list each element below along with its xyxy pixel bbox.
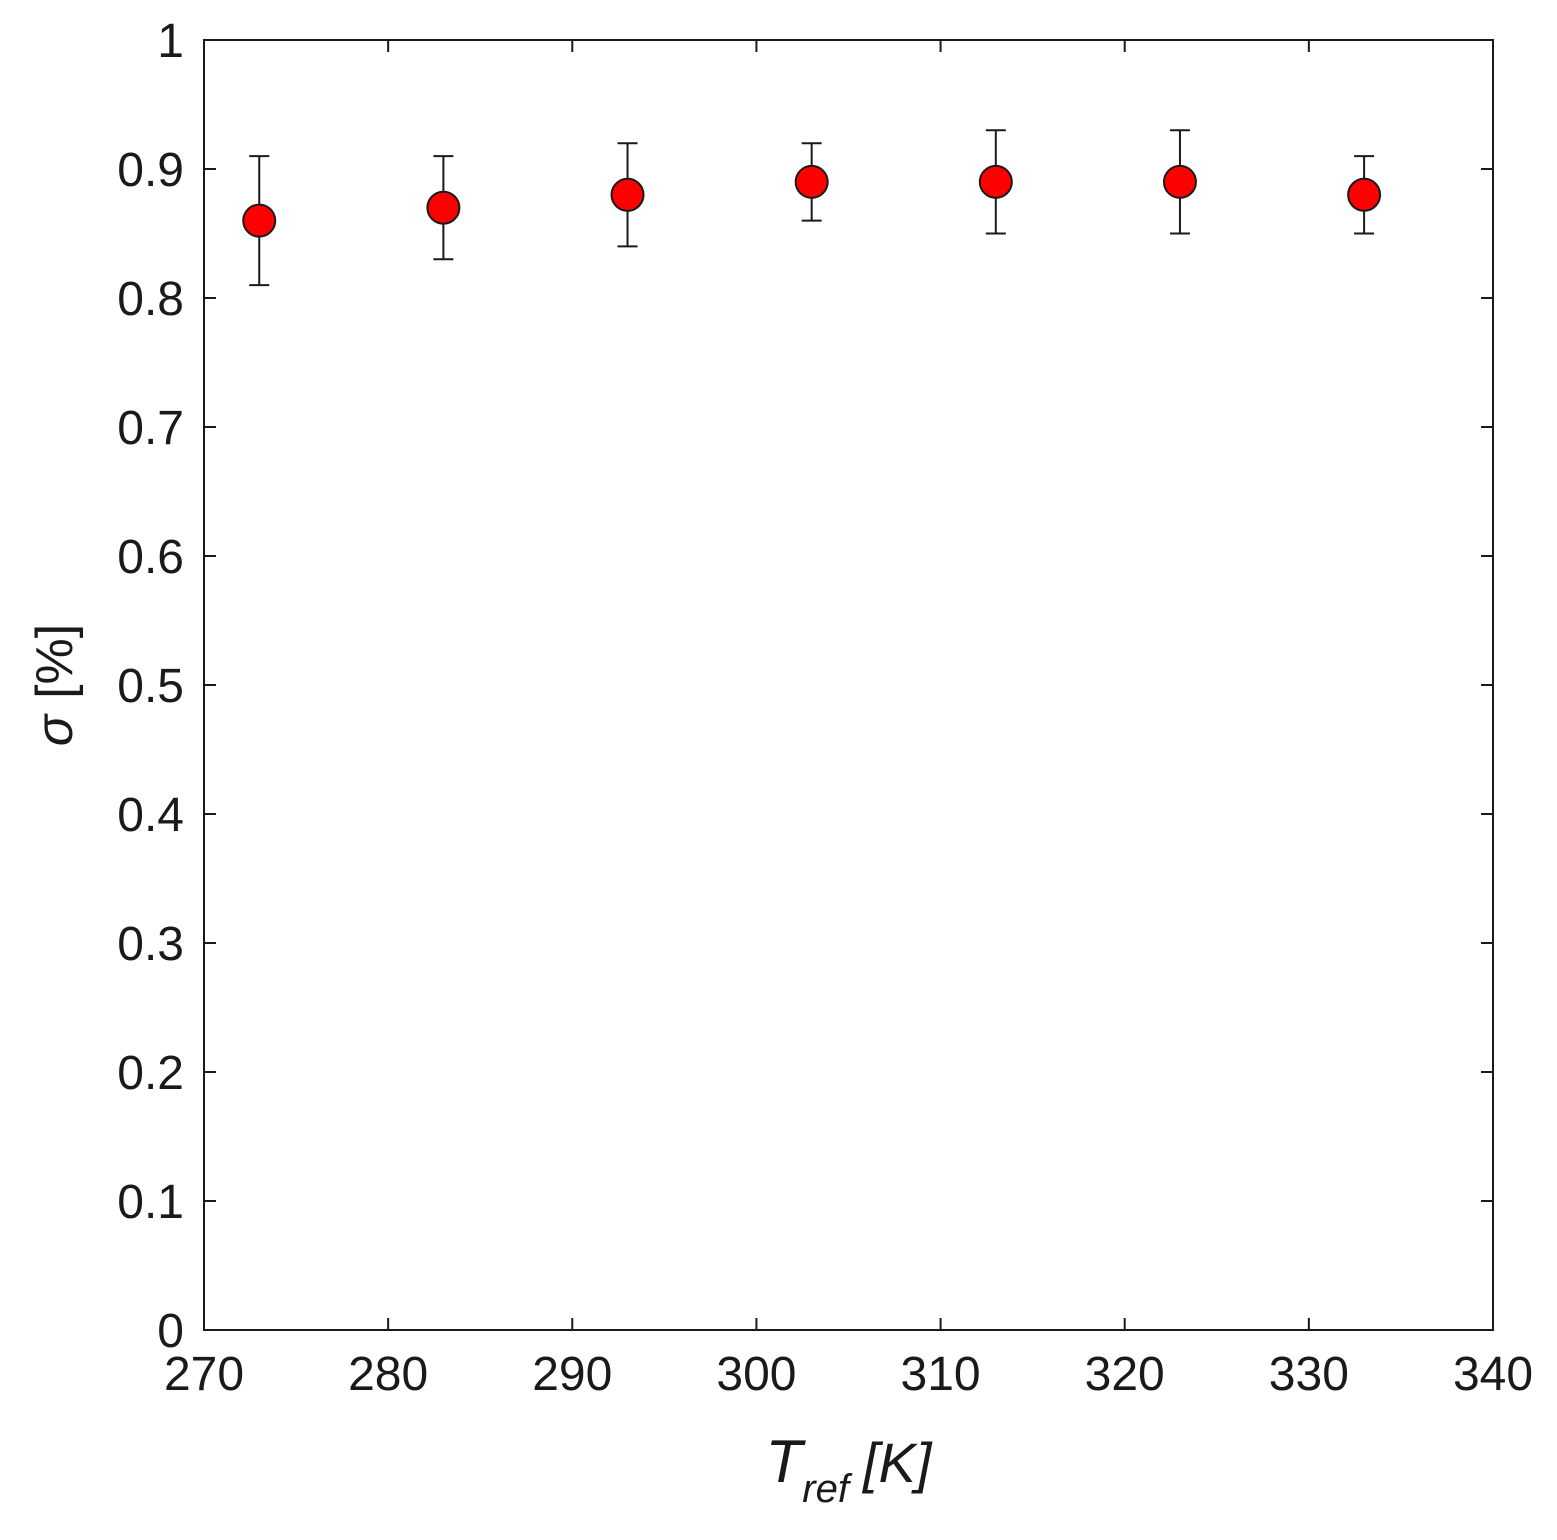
- x-tick-label: 270: [164, 1348, 244, 1401]
- data-point: [1347, 177, 1382, 212]
- y-tick-label: 0.8: [117, 273, 184, 326]
- labels-layer: 270 280 290 300 310 320 330 340 0 0.1 0.2 0.3 0.4 0.5…: [117, 15, 1533, 1401]
- y-tick-label: 1: [157, 15, 184, 68]
- x-axis-label-subscript: ref: [802, 1467, 853, 1511]
- y-axis-label: σ [%]: [26, 624, 84, 747]
- y-tick-label: 0.4: [117, 789, 184, 842]
- y-tick-label: 0.5: [117, 660, 184, 713]
- data-point-group: [794, 142, 829, 222]
- y-tick-label: 0.9: [117, 144, 184, 197]
- data-point-group: [978, 129, 1013, 235]
- plot-frame: [203, 39, 1494, 1331]
- data-point-group: [1347, 155, 1382, 235]
- y-tick-label: 0.2: [117, 1047, 184, 1100]
- x-axis-label: Tref [K]: [766, 1428, 933, 1511]
- data-point-group: [426, 155, 461, 261]
- x-axis-label-symbol: T: [766, 1428, 807, 1495]
- points-layer: [242, 129, 1382, 287]
- x-tick-label: 290: [532, 1348, 612, 1401]
- data-point: [1162, 164, 1197, 199]
- x-tick-label: 280: [348, 1348, 428, 1401]
- data-point: [978, 164, 1013, 199]
- y-tick-label: 0.7: [117, 402, 184, 455]
- x-tick-label: 320: [1085, 1348, 1165, 1401]
- x-axis-label-unit: [K]: [861, 1431, 933, 1494]
- ticks-layer: [203, 39, 1494, 1331]
- data-point: [242, 203, 277, 238]
- y-axis-label-symbol: σ: [26, 713, 84, 746]
- data-point: [610, 177, 645, 212]
- y-tick-label: 0: [157, 1305, 184, 1358]
- x-tick-label: 300: [716, 1348, 796, 1401]
- y-tick-label: 0.6: [117, 531, 184, 584]
- y-axis-label-unit: [%]: [26, 624, 84, 699]
- data-point: [794, 164, 829, 199]
- data-point-group: [242, 155, 277, 287]
- data-point-group: [1162, 129, 1197, 235]
- x-tick-label: 310: [901, 1348, 981, 1401]
- x-tick-label: 340: [1453, 1348, 1533, 1401]
- data-point: [426, 190, 461, 225]
- data-point-group: [610, 142, 645, 248]
- y-tick-label: 0.3: [117, 918, 184, 971]
- y-tick-label: 0.1: [117, 1176, 184, 1229]
- x-tick-label: 330: [1269, 1348, 1349, 1401]
